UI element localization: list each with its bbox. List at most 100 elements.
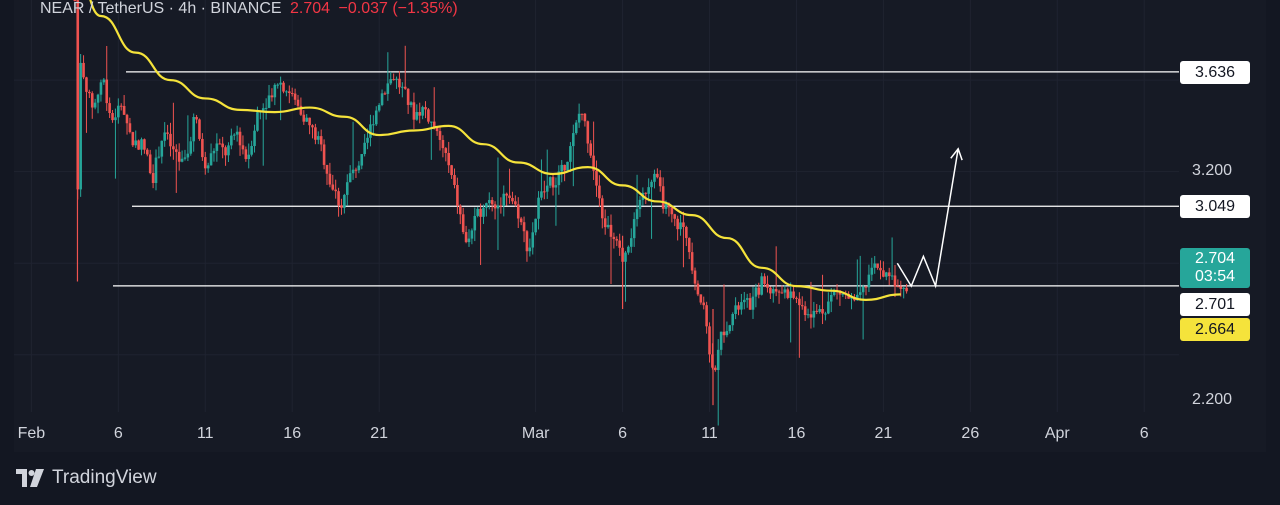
candle-body — [777, 291, 781, 293]
candle-body — [554, 185, 558, 188]
candle-body — [398, 78, 401, 88]
candle-body — [818, 309, 821, 312]
candle-body — [85, 77, 88, 92]
candle-body — [192, 116, 195, 142]
candle-body — [803, 306, 807, 316]
candle-body — [485, 203, 488, 208]
candle-body — [314, 127, 317, 140]
candle-body — [806, 314, 810, 316]
last-price-tag: 2.704 03:54 — [1180, 248, 1250, 288]
candle-body — [534, 218, 537, 233]
candle-body — [128, 123, 132, 133]
candle-body — [447, 153, 451, 166]
candle-body — [699, 294, 703, 303]
candle-body — [169, 133, 172, 147]
candle-body — [198, 119, 201, 139]
candle-body — [516, 204, 520, 219]
candle-body — [792, 291, 795, 298]
candle-body — [79, 62, 82, 190]
candle-body — [829, 294, 833, 302]
candle-body — [424, 107, 427, 110]
candle-body — [789, 291, 792, 298]
candle-body — [693, 270, 697, 284]
time-tick-label: 6 — [1139, 425, 1149, 442]
candle-body — [464, 232, 468, 243]
candle-body — [183, 157, 187, 159]
candle-body — [595, 170, 598, 186]
candle-body — [146, 149, 149, 155]
candle-body — [745, 298, 749, 300]
candle-body — [609, 224, 613, 237]
candle-body — [858, 292, 862, 295]
candle-body — [102, 79, 106, 83]
candle-body — [351, 169, 355, 174]
candle-body — [427, 109, 430, 122]
candle-body — [864, 286, 868, 288]
candle-body — [166, 132, 169, 134]
candle-body — [543, 191, 546, 193]
brand[interactable]: TradingView — [16, 466, 157, 490]
candle-body — [227, 145, 230, 156]
candle-body — [343, 194, 346, 208]
candle-body — [647, 187, 650, 194]
candle-body — [624, 252, 627, 262]
candle-body — [780, 292, 784, 294]
price-tick-label: 2.200 — [1192, 390, 1233, 408]
candle-body — [290, 92, 294, 94]
candle-body — [247, 154, 251, 160]
candle-body — [334, 189, 337, 192]
candle-body — [151, 173, 155, 183]
candle-body — [490, 200, 494, 205]
candle-body — [514, 201, 517, 205]
candle-body — [430, 121, 433, 123]
candle-body — [276, 84, 280, 86]
candle-body — [148, 154, 152, 174]
candle-body — [157, 156, 161, 158]
candle-body — [638, 199, 642, 210]
chart-frame[interactable]: NEAR / TetherUS · 4h · BINANCE 2.704 −0.… — [14, 0, 1266, 452]
candle-body — [870, 267, 874, 275]
candle-body — [705, 305, 708, 327]
candle-body — [377, 105, 381, 111]
candle-body — [256, 112, 259, 131]
candle-body — [345, 182, 349, 195]
candle-body — [493, 204, 497, 209]
candle-body — [117, 105, 120, 118]
candle-body — [302, 114, 306, 122]
candle-body — [470, 230, 474, 239]
candle-body — [386, 83, 390, 94]
time-tick-label: 6 — [113, 425, 123, 442]
candle-body — [574, 122, 578, 134]
candle-body — [687, 238, 691, 253]
candle-body — [82, 62, 85, 78]
candle-body — [879, 267, 882, 271]
time-tick-label: 16 — [283, 425, 302, 442]
candle-body — [696, 283, 700, 295]
candle-body — [209, 153, 213, 166]
candlestick-chart[interactable] — [14, 0, 1266, 452]
candle-body — [479, 208, 482, 217]
candle-body — [548, 177, 552, 186]
candle-body — [270, 95, 274, 98]
candle-body — [366, 137, 369, 143]
candle-body — [325, 164, 329, 174]
candle-body — [421, 107, 424, 116]
candle-body — [221, 143, 224, 148]
candle-body — [734, 305, 737, 314]
candle-body — [528, 247, 532, 252]
candle-body — [316, 136, 320, 140]
candle-body — [653, 173, 656, 182]
candle-body — [685, 227, 688, 239]
candle-body — [890, 275, 894, 277]
price-change: −0.037 (−1.35%) — [338, 0, 458, 17]
candle-body — [670, 207, 674, 215]
candle-body — [612, 236, 616, 240]
candle-body — [896, 286, 900, 288]
candle-body — [253, 130, 256, 147]
candle-body — [215, 143, 219, 151]
candle-body — [96, 94, 100, 103]
candle-body — [456, 185, 459, 206]
candle-body — [522, 222, 526, 232]
candle-body — [412, 102, 416, 120]
candle-body — [487, 200, 491, 204]
